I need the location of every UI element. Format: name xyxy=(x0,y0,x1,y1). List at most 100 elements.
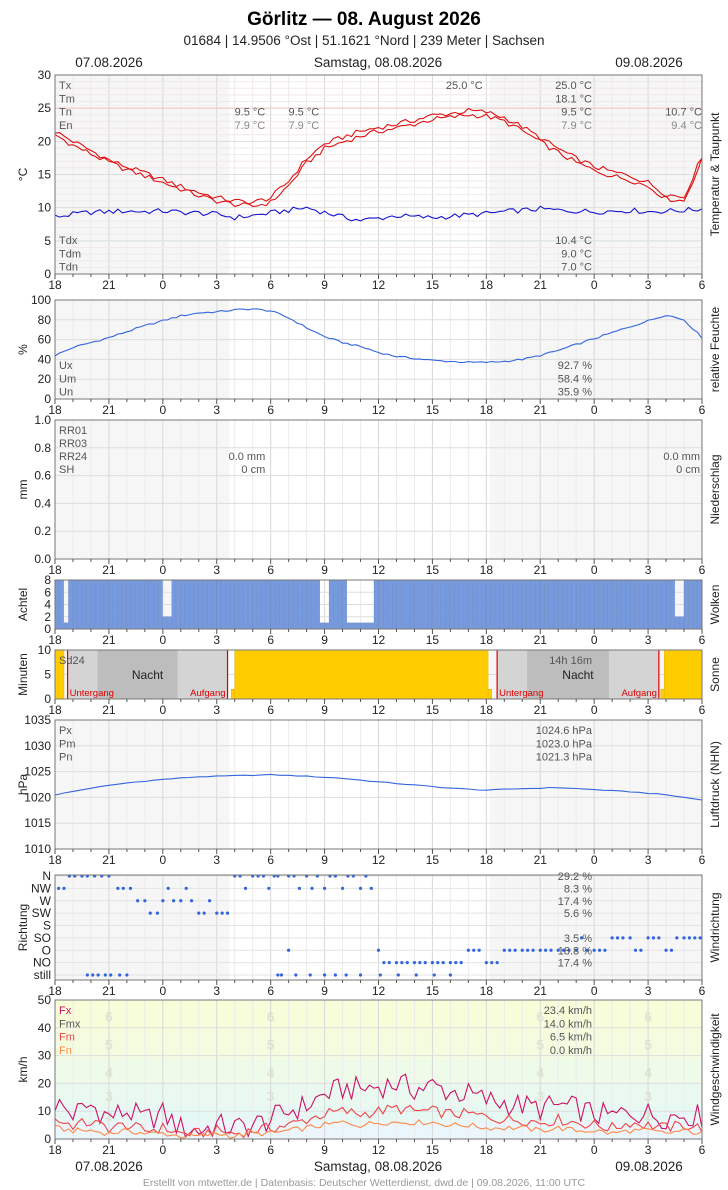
y-tick-label: 25 xyxy=(38,101,52,115)
y-tick-label: 60 xyxy=(38,333,52,347)
cloud-bar xyxy=(59,579,64,630)
direction-point xyxy=(172,899,176,903)
cloud-bar xyxy=(647,579,653,630)
direction-point xyxy=(125,973,129,977)
direction-point xyxy=(477,948,481,952)
dew-left-label: Tdm xyxy=(59,248,81,260)
direction-share: 18.8 % xyxy=(558,945,592,957)
cloud-bar xyxy=(234,579,239,630)
direction-point xyxy=(376,948,381,952)
sun-bar xyxy=(487,689,492,700)
precip-mid-value: 0 cm xyxy=(241,464,265,476)
x-tick-label: 21 xyxy=(534,278,548,292)
cloud-bar xyxy=(441,579,446,630)
cloud-bar xyxy=(652,579,657,630)
direction-point xyxy=(166,886,170,890)
direction-point xyxy=(387,961,391,965)
cloud-bar xyxy=(665,579,671,630)
cloud-bar xyxy=(81,579,87,630)
dew-summary-value: 7.0 °C xyxy=(561,262,592,274)
y-tick-label: 20 xyxy=(38,134,52,148)
cloud-bar xyxy=(337,579,343,630)
x-tick-label: 18 xyxy=(480,853,494,867)
y-tick-label: 0.4 xyxy=(34,496,51,510)
direction-point xyxy=(484,961,488,965)
y-tick-label: 2 xyxy=(44,610,51,624)
x-tick-label: 21 xyxy=(102,984,116,998)
x-tick-label: 3 xyxy=(645,633,652,647)
cloud-bar xyxy=(216,579,221,630)
x-tick-label: 18 xyxy=(48,984,62,998)
y-axis-label: Minuten xyxy=(16,653,30,696)
direction-point xyxy=(459,961,463,965)
x-tick-label: 21 xyxy=(102,563,116,577)
direction-point xyxy=(243,886,248,890)
cloud-bar xyxy=(104,579,109,630)
cloud-bar xyxy=(683,579,689,630)
direction-point xyxy=(297,886,302,890)
direction-point xyxy=(432,973,436,977)
night-core xyxy=(97,650,178,699)
y-tick-label: 100 xyxy=(31,293,51,307)
direction-point xyxy=(454,961,458,965)
direction-point xyxy=(610,936,614,940)
y-tick-label: NW xyxy=(31,881,52,895)
direction-point xyxy=(544,948,548,952)
direction-point xyxy=(109,973,113,977)
direction-point xyxy=(340,886,345,890)
direction-point xyxy=(267,886,271,890)
direction-point xyxy=(628,936,632,940)
precip-left-label: SH xyxy=(59,464,74,476)
y-tick-label: S xyxy=(43,919,51,933)
x-tick-label: 15 xyxy=(426,278,440,292)
direction-share: 5.6 % xyxy=(564,908,592,920)
cloud-bar xyxy=(297,579,302,630)
cloud-bar xyxy=(301,579,307,630)
y-tick-label: SW xyxy=(32,906,52,920)
cloud-bar xyxy=(117,579,123,630)
direction-point xyxy=(412,961,417,965)
pressure-left-label: Px xyxy=(59,725,72,737)
x-tick-label: 6 xyxy=(699,403,706,417)
series-line-Tm xyxy=(54,113,703,208)
x-tick-label: 0 xyxy=(159,1143,166,1157)
x-tick-label: 12 xyxy=(372,633,386,647)
cloud-bar xyxy=(688,579,693,630)
cloud-bar xyxy=(203,579,208,630)
cloud-bar xyxy=(580,579,585,630)
cloud-bar xyxy=(643,579,648,630)
x-tick-label: 9 xyxy=(321,563,328,577)
x-tick-label: 21 xyxy=(534,403,548,417)
x-tick-label: 3 xyxy=(213,278,220,292)
direction-point xyxy=(369,886,373,890)
cloud-bar xyxy=(414,579,419,630)
direction-point xyxy=(682,936,686,940)
x-tick-label: 3 xyxy=(645,984,652,998)
cloud-bar xyxy=(454,579,460,630)
y-tick-label: SO xyxy=(34,931,51,945)
cloud-bar xyxy=(243,579,248,630)
x-tick-label: 12 xyxy=(372,403,386,417)
cloud-bar xyxy=(558,579,563,630)
chart-title: Görlitz — 08. August 2026 xyxy=(247,9,481,30)
side-label: Sonne xyxy=(708,657,722,692)
x-tick-label: 3 xyxy=(645,703,652,717)
temp-annotation: 10.7 °C xyxy=(665,107,702,119)
date-center-top: Samstag, 08.08.2026 xyxy=(314,55,442,70)
cloud-bar xyxy=(526,579,532,630)
y-tick-label: 5 xyxy=(44,234,51,248)
direction-point xyxy=(531,948,535,952)
direction-point xyxy=(495,961,499,965)
cloud-bar xyxy=(306,579,311,630)
cloud-bar xyxy=(495,579,500,630)
cloud-bar xyxy=(292,579,298,630)
cloud-bar xyxy=(131,579,136,630)
direction-point xyxy=(225,911,230,915)
cloud-bar xyxy=(126,579,132,630)
cloud-bar xyxy=(603,579,608,630)
x-tick-label: 3 xyxy=(213,403,220,417)
humidity-summary-value: 35.9 % xyxy=(558,387,592,399)
direction-point xyxy=(215,911,219,915)
cloud-bar xyxy=(149,579,154,630)
